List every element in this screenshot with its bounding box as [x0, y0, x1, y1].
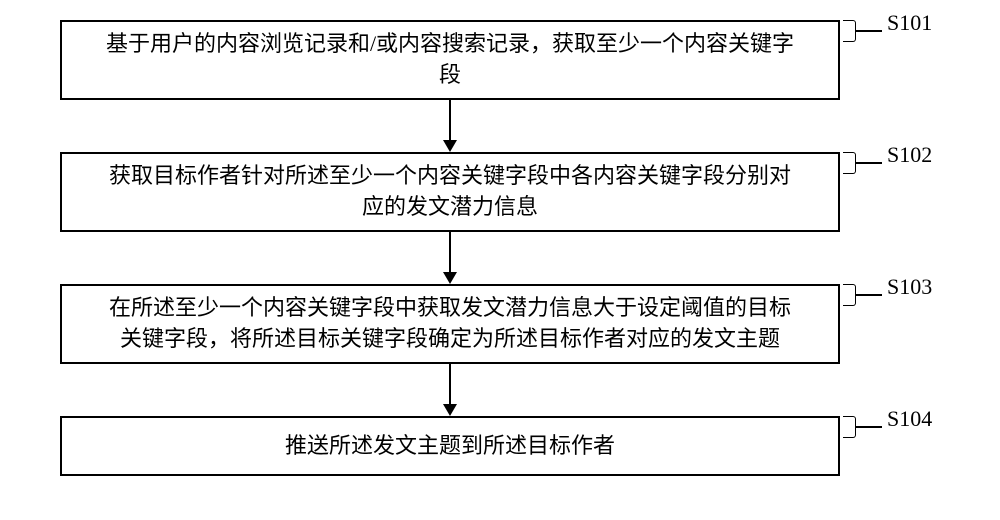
label-tick: [856, 426, 882, 428]
step-box-s102: 获取目标作者针对所述至少一个内容关键字段中各内容关键字段分别对应的发文潜力信息: [60, 152, 840, 232]
step-label-s102: S102: [887, 142, 932, 168]
flowchart-canvas: 基于用户的内容浏览记录和/或内容搜索记录，获取至少一个内容关键字段 S101 获取目…: [0, 0, 1000, 520]
arrow-line: [449, 364, 451, 404]
arrow-head-icon: [443, 140, 457, 152]
arrow-head-icon: [443, 404, 457, 416]
step-text: 获取目标作者针对所述至少一个内容关键字段中各内容关键字段分别对应的发文潜力信息: [109, 161, 791, 223]
step-box-s104: 推送所述发文主题到所述目标作者: [60, 416, 840, 476]
step-box-s103: 在所述至少一个内容关键字段中获取发文潜力信息大于设定阈值的目标关键字段，将所述目…: [60, 284, 840, 364]
step-label-s101: S101: [887, 10, 932, 36]
arrow-line: [449, 100, 451, 140]
step-label-s103: S103: [887, 274, 932, 300]
label-tick: [856, 30, 882, 32]
step-text: 推送所述发文主题到所述目标作者: [285, 431, 615, 462]
label-connector: [843, 152, 856, 174]
label-tick: [856, 162, 882, 164]
label-connector: [843, 416, 856, 438]
arrow-head-icon: [443, 272, 457, 284]
step-label-s104: S104: [887, 406, 932, 432]
label-connector: [843, 20, 856, 42]
label-tick: [856, 294, 882, 296]
arrow-line: [449, 232, 451, 272]
step-text: 基于用户的内容浏览记录和/或内容搜索记录，获取至少一个内容关键字段: [106, 29, 794, 91]
step-box-s101: 基于用户的内容浏览记录和/或内容搜索记录，获取至少一个内容关键字段: [60, 20, 840, 100]
step-text: 在所述至少一个内容关键字段中获取发文潜力信息大于设定阈值的目标关键字段，将所述目…: [109, 293, 791, 355]
label-connector: [843, 284, 856, 306]
